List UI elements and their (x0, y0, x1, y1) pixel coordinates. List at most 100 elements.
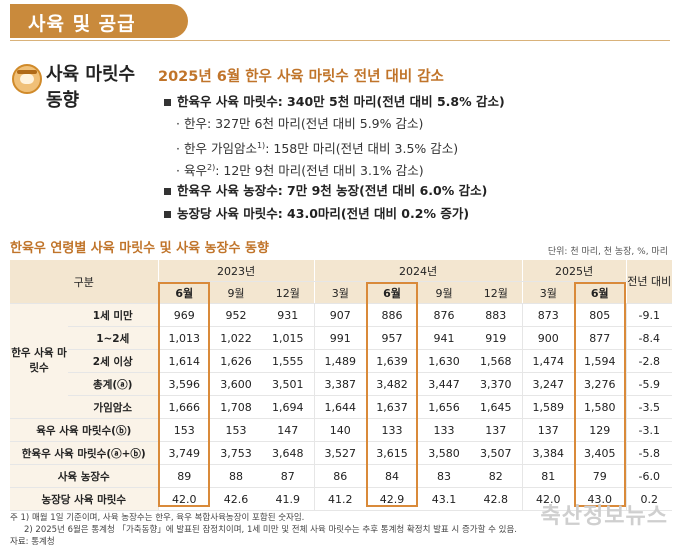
table-cell: 1,708 (210, 395, 262, 419)
table-cell: 3,753 (210, 441, 262, 465)
bullet-sub-3-text: 육우 (183, 163, 207, 179)
table-cell: 991 (313, 326, 367, 350)
row-label: 총계(ⓐ) (68, 372, 158, 396)
table-cell: 43.1 (418, 487, 471, 511)
table-cell: 1,580 (574, 395, 627, 419)
table-cell: 877 (574, 326, 627, 350)
table-cell: 957 (366, 326, 419, 350)
footnote-1: 주 1) 매월 1일 기준이며, 사육 농장수는 한우, 육우 복합사육농장이 … (10, 513, 305, 523)
table-cell: 82 (470, 464, 523, 488)
table-row: 육우 사육 마릿수(ⓑ) 153 153 147 140 133 133 137 137 129-… (10, 418, 673, 442)
row-group-label: 한우 사육 마릿수 (10, 303, 68, 419)
section-title: 사육 마릿수 동향 (46, 62, 135, 114)
header-year-2024: 2024년 (313, 260, 523, 282)
row-label: 농장당 사육 마릿수 (10, 487, 158, 511)
bullet-sub-2-text: 한우 가임암소 (183, 141, 257, 157)
footnote-ref-2: 2) (207, 163, 216, 172)
header-month: 6월 (366, 281, 419, 304)
cow-icon (12, 64, 42, 94)
table-cell: 41.9 (262, 487, 315, 511)
yoy-cell: -3.1 (625, 418, 673, 442)
table-cell: 83 (418, 464, 471, 488)
bullet-main-3: 농장당 사육 마릿수: 43.0마리(전년 대비 0.2% 증가) (164, 202, 505, 225)
table-cell: 883 (470, 303, 523, 327)
bullet-sub-3: 육우2): 12만 9천 마리(전년 대비 3.1% 감소) (164, 157, 505, 179)
watermark: 축산정보뉴스 (540, 504, 668, 529)
yoy-cell: -2.8 (625, 349, 673, 373)
table-cell: 1,022 (210, 326, 262, 350)
table-cell: 1,474 (521, 349, 575, 373)
header-month: 3월 (313, 281, 367, 304)
table-cell: 3,447 (418, 372, 471, 396)
table-cell: 805 (574, 303, 627, 327)
header-month: 6월 (157, 281, 210, 304)
table-cell: 87 (262, 464, 315, 488)
table-cell: 1,644 (313, 395, 367, 419)
table-cell: 1,626 (210, 349, 262, 373)
table-cell: 147 (262, 418, 315, 442)
row-label: 2세 이상 (68, 349, 158, 373)
section-title-line2: 동향 (46, 90, 80, 111)
header-year-2025: 2025년 (521, 260, 627, 282)
table-cell: 873 (521, 303, 575, 327)
table-cell: 3,527 (313, 441, 367, 465)
table-row: 한육우 사육 마릿수(ⓐ+ⓑ) 3,749 3,753 3,648 3,527 3,615… (10, 441, 673, 465)
table-cell: 86 (313, 464, 367, 488)
table-cell: 1,639 (366, 349, 419, 373)
table-cell: 153 (210, 418, 262, 442)
table-cell: 1,555 (262, 349, 315, 373)
table-title: 한육우 연령별 사육 마릿수 및 사육 농장수 동향 (10, 241, 269, 256)
bullet-main-2: 한육우 사육 농장수: 7만 9천 농장(전년 대비 6.0% 감소) (164, 179, 505, 202)
table-cell: 1,630 (418, 349, 471, 373)
table-cell: 1,694 (262, 395, 315, 419)
yoy-cell: -3.5 (625, 395, 673, 419)
header-month: 12월 (470, 281, 523, 304)
footnote-ref-1: 1) (256, 141, 266, 150)
table-cell: 1,614 (157, 349, 210, 373)
table-cell: 931 (262, 303, 315, 327)
bullet-sub-2: 한우 가임암소1): 158만 마리(전년 대비 3.5% 감소) (164, 135, 505, 157)
table-cell: 3,387 (313, 372, 367, 396)
table-cell: 1,656 (418, 395, 471, 419)
table-cell: 1,013 (157, 326, 210, 350)
table-cell: 153 (157, 418, 210, 442)
bullet-sub-3-value: : 12만 9천 마리(전년 대비 3.1% 감소) (215, 163, 424, 179)
table-cell: 1,637 (366, 395, 419, 419)
yoy-cell: -6.0 (625, 464, 673, 488)
unit-note: 단위: 천 마리, 천 농장, %, 마리 (547, 247, 668, 257)
table-cell: 88 (210, 464, 262, 488)
table-row: 2세 이상 1,614 1,626 1,555 1,489 1,639 1,630 1,568… (10, 349, 673, 373)
table-cell: 3,405 (574, 441, 627, 465)
table-cell: 140 (313, 418, 367, 442)
header-month: 12월 (262, 281, 315, 304)
table-cell: 137 (470, 418, 523, 442)
bullet-sub-2-value: : 158만 마리(전년 대비 3.5% 감소) (265, 141, 459, 157)
table-cell: 969 (157, 303, 210, 327)
header-month: 6월 (574, 281, 627, 304)
table-cell: 3,596 (157, 372, 210, 396)
table-cell: 81 (521, 464, 575, 488)
table-cell: 129 (574, 418, 627, 442)
table-cell: 900 (521, 326, 575, 350)
table-cell: 1,589 (521, 395, 575, 419)
yoy-cell: -8.4 (625, 326, 673, 350)
table-cell: 3,600 (210, 372, 262, 396)
header-yoy: 전년 대비 (625, 260, 673, 304)
table-row: 1~2세 1,013 1,022 1,015 991 957 941 919 900 877 -8.… (10, 326, 673, 350)
table-cell: 133 (366, 418, 419, 442)
header-category: 구분 (10, 260, 158, 304)
table-cell: 919 (470, 326, 523, 350)
table-cell: 3,648 (262, 441, 315, 465)
table-cell: 3,615 (366, 441, 419, 465)
table-cell: 1,645 (470, 395, 523, 419)
banner-title: 사육 및 공급 (28, 13, 136, 35)
bullet-main-1: 한육우 사육 마릿수: 340만 5천 마리(전년 대비 5.8% 감소) (164, 90, 505, 113)
footnote-2: 2) 2025년 6월은 통계청 「가축동향」에 발표된 잠정치이며, 1세 미… (24, 525, 517, 535)
divider (10, 40, 670, 41)
livestock-table: 구분 2023년 2024년 2025년 전년 대비 6월 9월 12월 3월 … (10, 260, 673, 511)
table-cell: 84 (366, 464, 419, 488)
table-cell: 1,489 (313, 349, 367, 373)
table-cell: 42.0 (521, 487, 575, 511)
row-label: 1~2세 (68, 326, 158, 350)
table-row: 농장당 사육 마릿수 42.0 42.6 41.9 41.2 42.9 43.1 42.8 42… (10, 487, 673, 511)
